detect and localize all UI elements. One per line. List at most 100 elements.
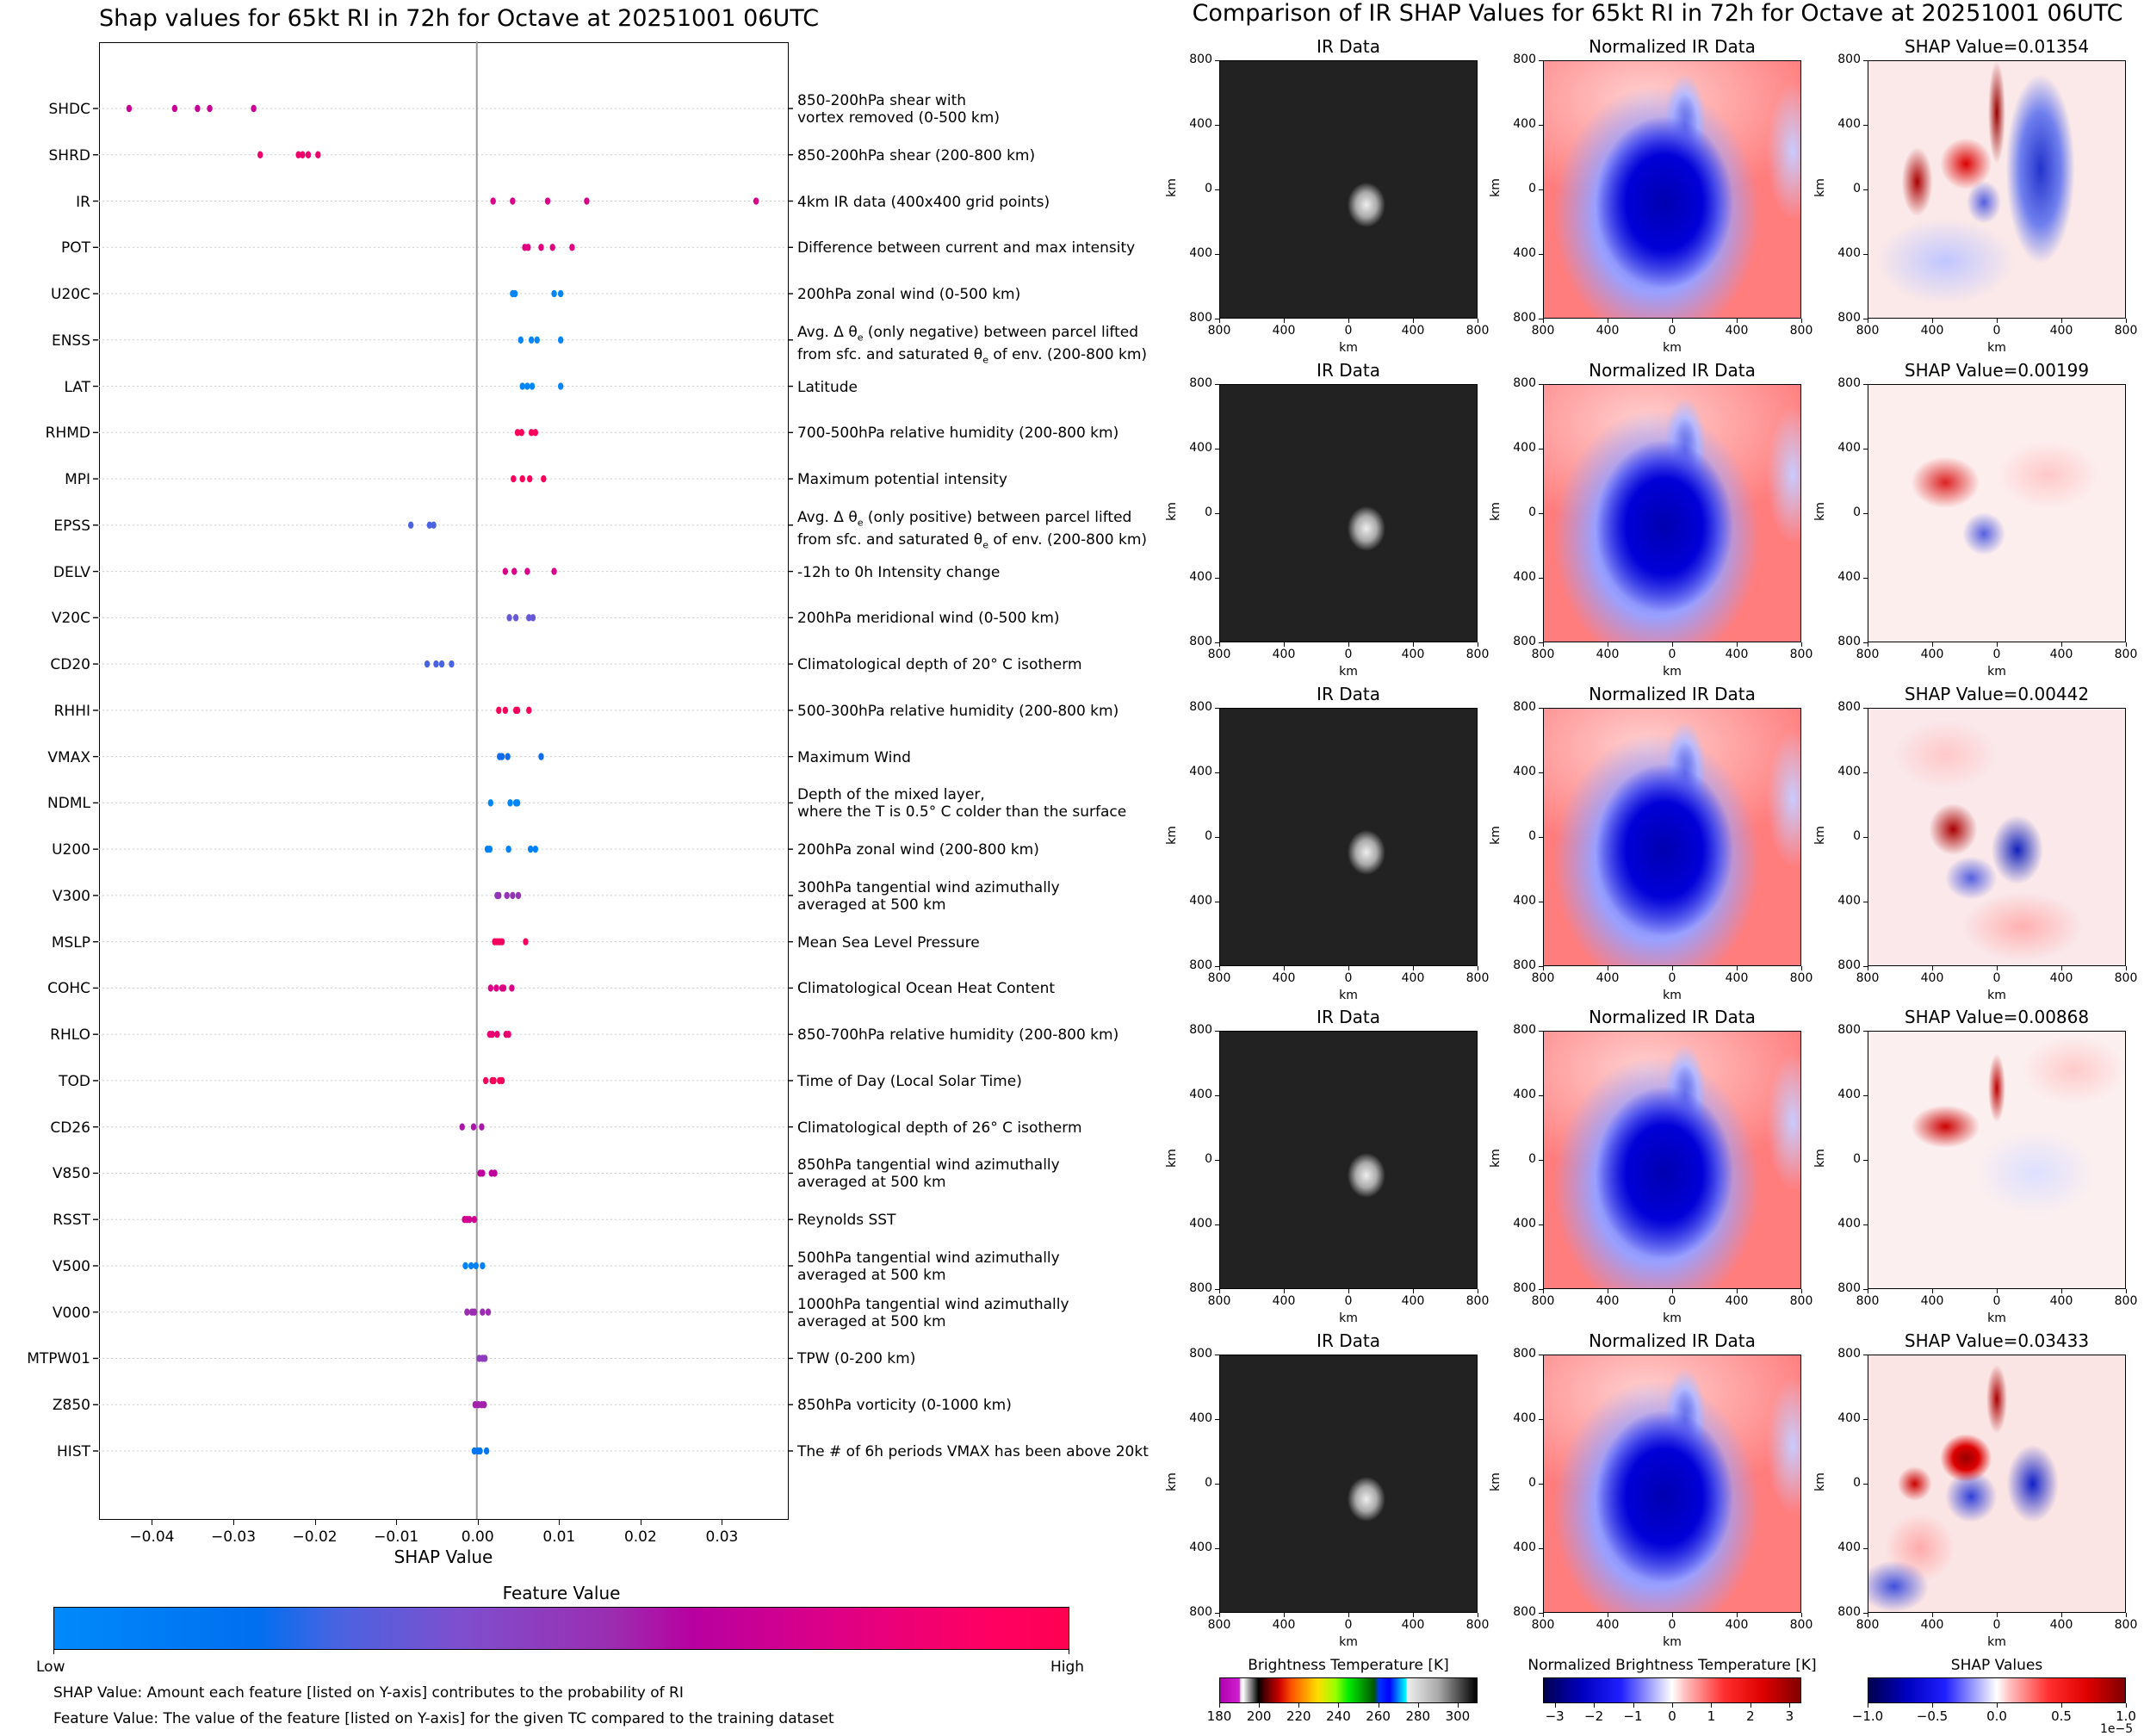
colorbar-tick-label: 3 [1785,1708,1794,1724]
x-tick-label: 400 [1725,1618,1749,1632]
y-tick-label: 400 [1189,441,1212,455]
y-tick-label: 400 [1513,894,1536,908]
y-tick-label: 800 [1513,311,1536,325]
shap-point-v300 [516,892,522,900]
x-tick-mark [1997,1613,1998,1617]
x-tick-mark [1997,1289,1998,1293]
normalized-bt-colorbar [1543,1677,1801,1703]
x-tick-label: 400 [1596,1294,1620,1308]
shap-point-u200 [487,846,493,853]
shap-point-mslp [499,938,505,946]
y-axis-unit-label: km [1488,826,1503,845]
y-tick-label: 400 [1189,1541,1212,1554]
y-tick-mark [1863,708,1868,709]
x-tick-mark [396,1520,398,1525]
feature-description-mslp: Mean Sea Level Pressure [797,933,980,952]
x-tick-label: 0 [1668,648,1676,661]
shap-point-u200 [533,846,539,853]
x-tick-label: 0.01 [542,1528,576,1546]
feature-label-shdc: SHDC [48,101,90,118]
shap-point-cd20 [439,660,445,668]
y-tick-label: 800 [1189,1605,1212,1619]
y-tick-label: 400 [1189,1217,1212,1231]
x-tick-label: 800 [1531,1294,1555,1308]
feature-description-ir: 4km IR data (400x400 grid points) [797,193,1050,211]
x-tick-label: 0 [1344,1294,1353,1308]
y-tick-label: 800 [1513,53,1536,66]
shap-point-v500 [480,1262,486,1270]
y-tick-mark [1215,578,1219,579]
x-axis-unit-label: km [1663,665,1682,679]
y-tick-label: 400 [1513,1541,1536,1554]
shap-point-v20c [530,614,536,622]
colorbar-tick-label: 0.5 [2051,1708,2072,1724]
x-tick-label: 800 [1207,1294,1231,1308]
x-tick-mark [1219,966,1220,970]
x-tick-mark [1348,642,1349,647]
x-tick-label: 0.03 [705,1528,739,1546]
y-tick-mark [1215,1031,1219,1032]
y-tick-label: 800 [1513,958,1536,972]
y-tick-label: 800 [1837,1281,1861,1295]
feature-description-z850: 850hPa vorticity (0-1000 km) [797,1397,1012,1415]
y-tick-label: 800 [1189,1281,1212,1295]
shap-point-enss [529,336,535,344]
x-tick-mark [1737,642,1738,647]
colorbar-tick-mark [1594,1703,1596,1708]
feature-description-delv: -12h to 0h Intensity change [797,563,1001,581]
y-tick-label: 400 [1513,1411,1536,1425]
shap-point-v000 [472,1308,478,1317]
shap-point-epss [427,522,433,530]
shap-point-ndml [488,799,494,807]
feature-description-v300: 300hPa tangential wind azimuthally averag… [797,878,1060,914]
x-tick-mark [1284,966,1285,970]
feature-label-v500: V500 [52,1257,90,1275]
x-tick-mark [559,1520,561,1525]
y-tick-mark [1863,772,1868,773]
colorbar-tick-label: 240 [1326,1708,1351,1724]
x-tick-label: 0 [1668,1294,1676,1308]
y-tick-label: 800 [1513,1281,1536,1295]
x-tick-label: 800 [1856,1294,1880,1308]
colorbar-tick-label: 280 [1405,1708,1431,1724]
y-tick-mark [1215,1160,1219,1161]
y-tick-mark [1215,772,1219,773]
shap-point-v20c [513,614,519,622]
y-tick-mark [1539,384,1543,385]
y-tick-mark [1215,449,1219,450]
y-tick-label: 400 [1837,1411,1861,1425]
x-tick-mark [1543,642,1544,647]
x-tick-label: 0.02 [623,1528,657,1546]
shap-point-lat [524,382,530,391]
y-tick-label: 800 [1189,1023,1212,1037]
y-tick-mark [1539,513,1543,514]
y-tick-label: 400 [1189,1088,1212,1101]
y-tick-mark [1215,1613,1219,1614]
y-tick-label: 0 [1205,1476,1212,1490]
x-tick-label: 0 [1668,971,1676,985]
colorbar-tick-mark [1932,1703,1933,1708]
x-tick-label: 800 [1207,971,1231,985]
y-tick-mark [1539,449,1543,450]
x-tick-label: 800 [1789,648,1813,661]
x-axis-label: SHAP Value [393,1547,493,1567]
x-tick-label: 400 [1272,648,1296,661]
shap-point-pot [538,244,545,251]
y-tick-mark [1539,1484,1543,1485]
x-tick-mark [1801,966,1802,970]
y-tick-mark [1863,125,1868,126]
y-tick-label: 0 [1528,1152,1536,1166]
x-tick-label: 400 [1920,324,1944,338]
shap-point-cd20 [449,660,455,668]
x-tick-label: 0 [1668,324,1676,338]
shap-point-pot [525,244,531,251]
y-tick-label: 0 [1528,505,1536,519]
feature-label-ndml: NDML [47,795,90,813]
shap-point-cd20 [433,660,440,668]
feature-label-tod: TOD [59,1072,90,1090]
feature-description-vmax: Maximum Wind [797,748,911,766]
feature-description-shdc: 850-200hPa shear with vortex removed (0-5… [797,92,1000,127]
ir-data-title: IR Data [1317,360,1380,381]
feature-label-epss: EPSS [53,517,90,535]
colorbar-tick-mark [1219,1703,1220,1708]
